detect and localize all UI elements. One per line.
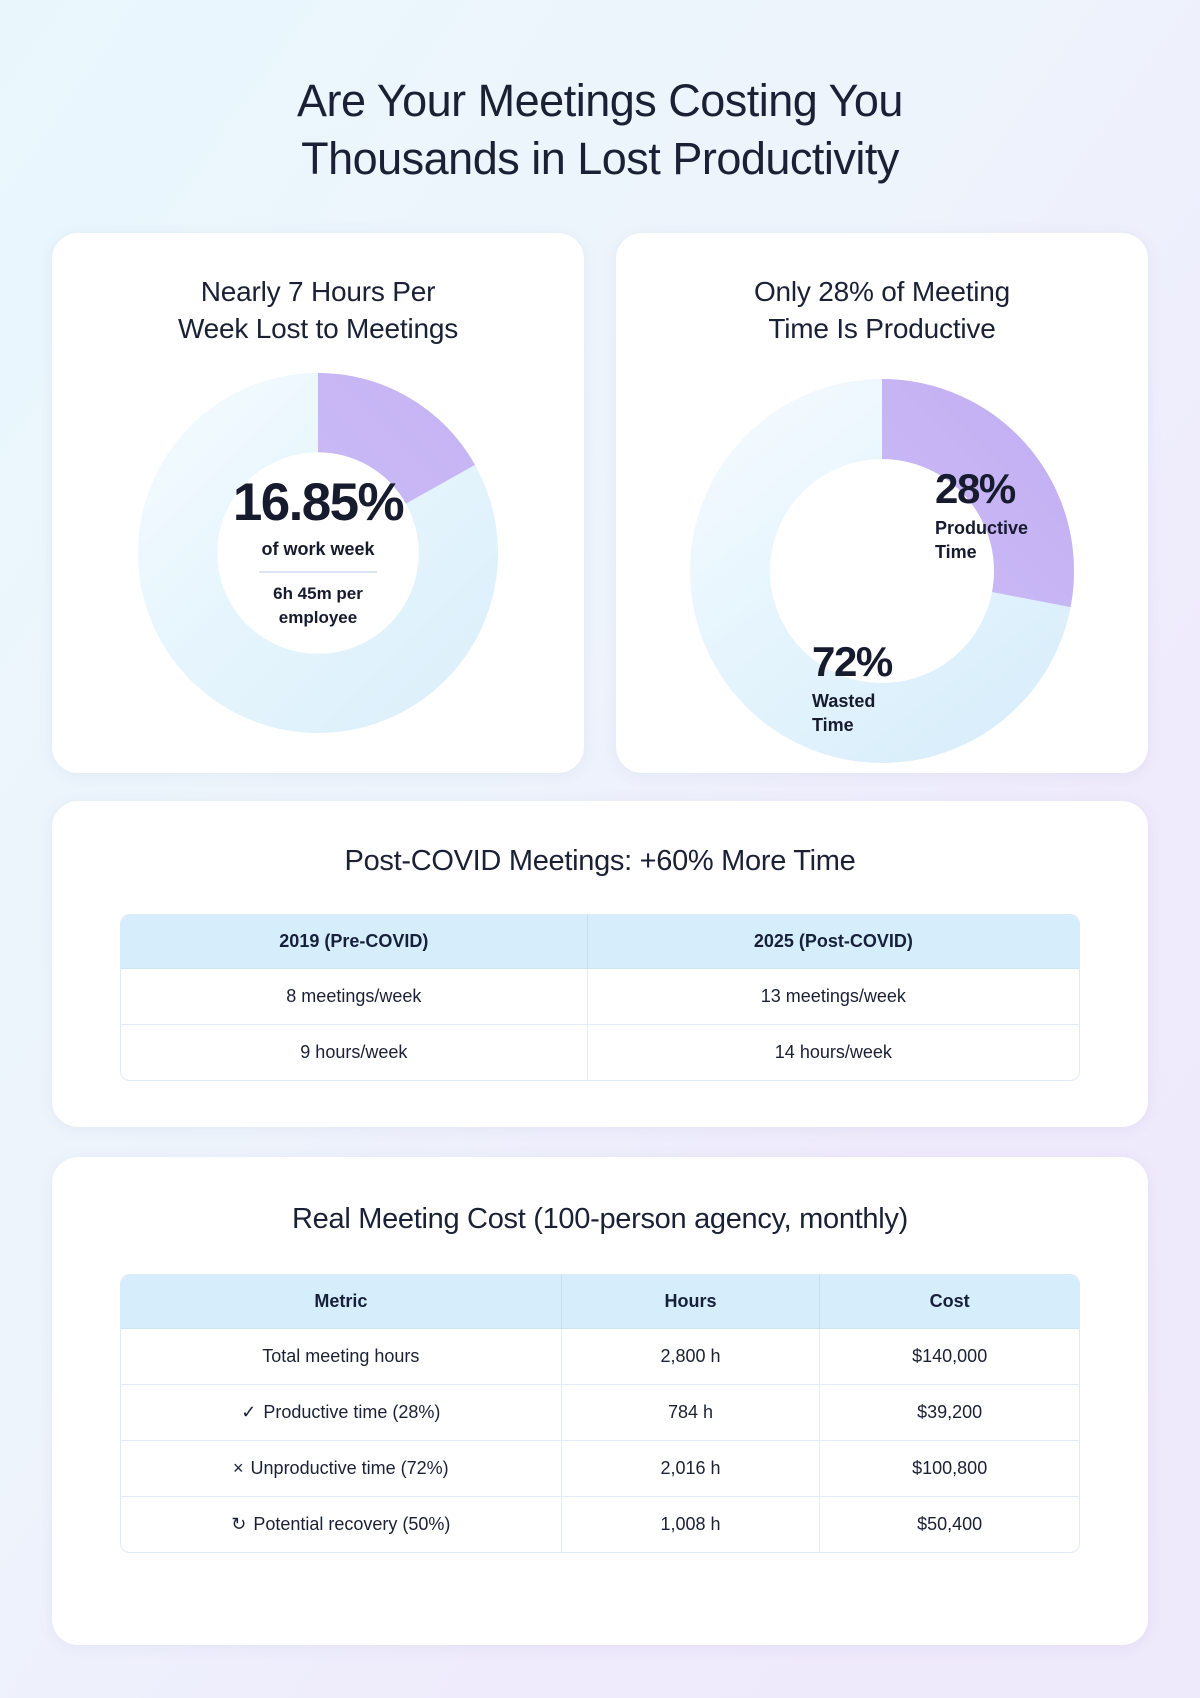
page-title: Are Your Meetings Costing You Thousands … (52, 0, 1148, 187)
table-row: ✓ Productive time (28%) 784 h $39,200 (121, 1385, 1079, 1442)
table-header-row: 2019 (Pre-COVID) 2025 (Post-COVID) (121, 915, 1079, 970)
table-row: 9 hours/week 14 hours/week (121, 1025, 1079, 1081)
segment-label-productive: 28% Productive Time (935, 467, 1028, 565)
center-note-line-2: employee (278, 608, 358, 628)
cell-cost-recovery: $50,400 (820, 1497, 1079, 1553)
donut-chart-hours-lost: 16.85% of work week 6h 45m per employee (138, 373, 498, 734)
table-header-row: Metric Hours Cost (121, 1275, 1079, 1330)
donut-productive-segment (690, 379, 1074, 764)
cell-metric-unproductive: × Unproductive time (72%) (121, 1441, 562, 1498)
meeting-cost-table: Metric Hours Cost Total meeting hours 2,… (120, 1274, 1080, 1554)
cell-cost-unproductive: $100,800 (820, 1441, 1079, 1498)
cell-2025-hours: 14 hours/week (587, 1025, 1079, 1081)
card-productive-time-title: Only 28% of Meeting Time Is Productive (616, 233, 1148, 347)
card-hours-lost-title: Nearly 7 Hours Per Week Lost to Meetings (52, 233, 584, 347)
column-header-2025: 2025 (Post-COVID) (587, 915, 1079, 970)
meeting-cost-table-body: Total meeting hours 2,800 h $140,000 ✓ Pr… (121, 1329, 1079, 1553)
wasted-label-line-1: Wasted (812, 691, 876, 712)
donut-chart-productive-time-svg (690, 379, 1074, 764)
card-hours-lost-title-line-1: Nearly 7 Hours Per (200, 276, 436, 308)
check-icon: ✓ (241, 1402, 257, 1423)
cell-cost-total: $140,000 (820, 1329, 1079, 1386)
column-header-hours: Hours (561, 1275, 821, 1330)
productive-label-line-2: Time (935, 542, 977, 563)
cell-metric-productive: ✓ Productive time (28%) (121, 1385, 562, 1442)
center-percentage: 16.85% (232, 472, 405, 532)
cell-metric-productive-text: Productive time (28%) (263, 1402, 441, 1423)
table-row: × Unproductive time (72%) 2,016 h $100,80… (121, 1441, 1079, 1498)
productive-label: Productive Time (935, 517, 1028, 565)
column-header-2019: 2019 (Pre-COVID) (121, 915, 588, 970)
card-meeting-cost-title: Real Meeting Cost (100-person agency, mo… (292, 1203, 908, 1236)
meeting-cost-table-head: Metric Hours Cost (121, 1275, 1079, 1330)
cross-icon: × (233, 1458, 244, 1479)
cell-2019-meetings: 8 meetings/week (121, 969, 588, 1026)
center-note: 6h 45m per employee (273, 582, 363, 631)
donut-value-segment (138, 373, 498, 734)
center-note-line-1: 6h 45m per (273, 583, 363, 603)
card-productive-time-title-line-1: Only 28% of Meeting (753, 276, 1011, 308)
table-row: ↻ Potential recovery (50%) 1,008 h $50,40… (121, 1497, 1079, 1553)
cell-metric-total: Total meeting hours (121, 1329, 562, 1386)
card-post-covid-title: Post-COVID Meetings: +60% More Time (344, 845, 856, 878)
cell-2019-hours: 9 hours/week (121, 1025, 588, 1081)
refresh-icon: ↻ (231, 1514, 247, 1535)
column-header-metric: Metric (121, 1275, 562, 1330)
card-productive-time: Only 28% of Meeting Time Is Productive (616, 233, 1148, 774)
donut-card-row: Nearly 7 Hours Per Week Lost to Meetings (52, 233, 1148, 774)
cell-hours-total: 2,800 h (561, 1329, 821, 1386)
wasted-percentage: 72% (812, 638, 893, 686)
card-post-covid: Post-COVID Meetings: +60% More Time 2019… (52, 801, 1148, 1128)
cell-metric-recovery: ↻ Potential recovery (50%) (121, 1497, 562, 1553)
center-divider (259, 570, 377, 573)
page-title-line-2: Thousands in Lost Productivity (301, 132, 899, 184)
center-sublabel: of work week (261, 538, 375, 559)
wasted-label-line-2: Time (812, 715, 854, 736)
card-productive-time-title-line-2: Time Is Productive (768, 313, 996, 345)
donut-center-stat: 16.85% of work week 6h 45m per employee (138, 373, 498, 733)
wasted-label: Wasted Time (812, 690, 892, 738)
productive-percentage: 28% (935, 465, 1016, 513)
post-covid-table-body: 8 meetings/week 13 meetings/week 9 hours… (121, 969, 1079, 1081)
column-header-cost: Cost (820, 1275, 1079, 1330)
cell-metric-recovery-text: Potential recovery (50%) (253, 1514, 451, 1535)
card-hours-lost-title-line-2: Week Lost to Meetings (177, 313, 459, 345)
cell-metric-unproductive-text: Unproductive time (72%) (250, 1458, 449, 1479)
page-title-line-1: Are Your Meetings Costing You (297, 75, 903, 126)
productive-label-line-1: Productive (935, 518, 1029, 539)
post-covid-table-head: 2019 (Pre-COVID) 2025 (Post-COVID) (121, 915, 1079, 970)
cell-hours-unproductive: 2,016 h (561, 1441, 821, 1498)
cell-2025-meetings: 13 meetings/week (587, 969, 1079, 1026)
cell-cost-productive: $39,200 (820, 1385, 1079, 1442)
segment-label-wasted: 72% Wasted Time (812, 638, 893, 738)
cell-hours-recovery: 1,008 h (561, 1497, 821, 1553)
table-row: 8 meetings/week 13 meetings/week (121, 969, 1079, 1026)
post-covid-table: 2019 (Pre-COVID) 2025 (Post-COVID) 8 mee… (120, 914, 1080, 1082)
card-hours-lost: Nearly 7 Hours Per Week Lost to Meetings (52, 233, 584, 774)
cell-hours-productive: 784 h (561, 1385, 821, 1442)
card-meeting-cost: Real Meeting Cost (100-person agency, mo… (52, 1157, 1148, 1646)
table-row: Total meeting hours 2,800 h $140,000 (121, 1329, 1079, 1386)
donut-chart-productive-time: 28% Productive Time 72% Wasted Time (682, 371, 1082, 771)
donut-chart-hours-lost-svg (138, 373, 498, 734)
